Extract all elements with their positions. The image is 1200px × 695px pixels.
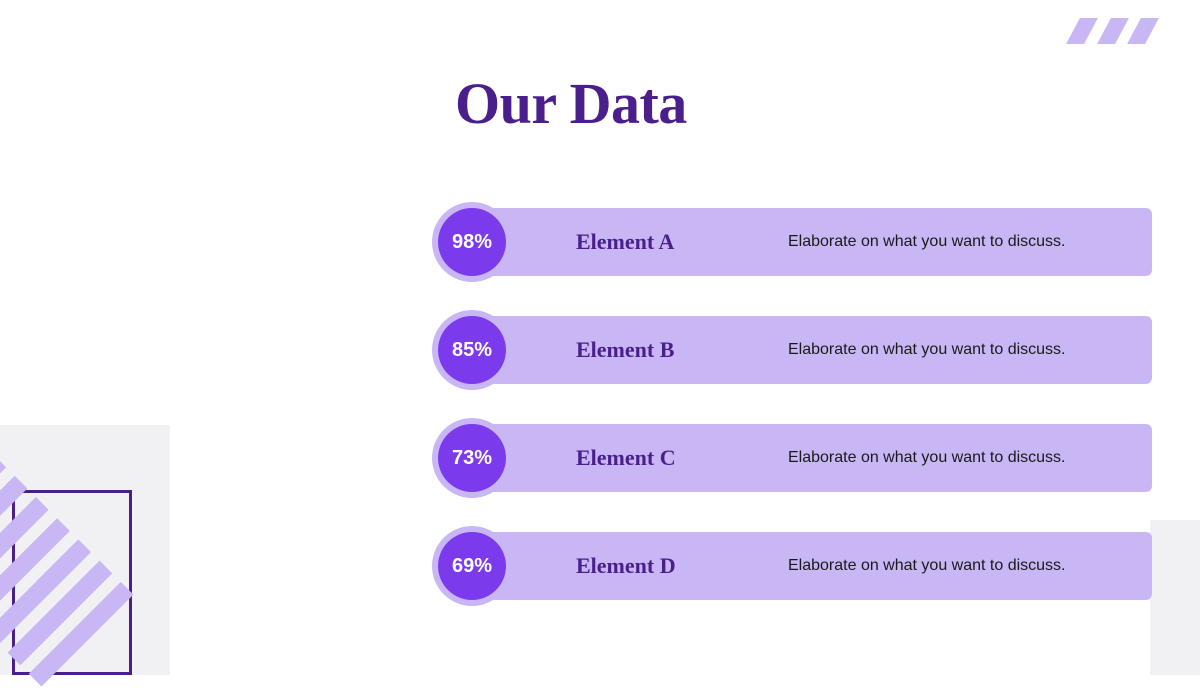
row-bar: Element A Elaborate on what you want to … <box>468 208 1152 276</box>
data-row: Element D Elaborate on what you want to … <box>432 532 1152 600</box>
percent-badge-outer: 98% <box>432 202 512 282</box>
row-description: Elaborate on what you want to discuss. <box>788 449 1066 467</box>
data-row: Element A Elaborate on what you want to … <box>432 208 1152 276</box>
slash-icon <box>1066 18 1098 44</box>
row-label: Element A <box>576 229 674 255</box>
page-title: Our Data <box>455 70 687 137</box>
row-bar: Element B Elaborate on what you want to … <box>468 316 1152 384</box>
percent-badge: 98% <box>438 208 506 276</box>
decor-slashes-top-right <box>1073 18 1160 49</box>
row-label: Element D <box>576 553 676 579</box>
row-label: Element B <box>576 337 674 363</box>
data-row: Element C Elaborate on what you want to … <box>432 424 1152 492</box>
percent-badge: 73% <box>438 424 506 492</box>
row-description: Elaborate on what you want to discuss. <box>788 557 1066 575</box>
percent-badge-outer: 69% <box>432 526 512 606</box>
slash-icon <box>1097 18 1129 44</box>
row-bar: Element D Elaborate on what you want to … <box>468 532 1152 600</box>
percent-badge: 85% <box>438 316 506 384</box>
decor-box-bottom-right <box>1150 520 1200 675</box>
row-description: Elaborate on what you want to discuss. <box>788 341 1066 359</box>
data-rows: Element A Elaborate on what you want to … <box>432 208 1152 640</box>
percent-badge: 69% <box>438 532 506 600</box>
percent-badge-outer: 73% <box>432 418 512 498</box>
row-bar: Element C Elaborate on what you want to … <box>468 424 1152 492</box>
percent-badge-outer: 85% <box>432 310 512 390</box>
row-label: Element C <box>576 445 676 471</box>
data-row: Element B Elaborate on what you want to … <box>432 316 1152 384</box>
row-description: Elaborate on what you want to discuss. <box>788 233 1066 251</box>
slash-icon <box>1127 18 1159 44</box>
